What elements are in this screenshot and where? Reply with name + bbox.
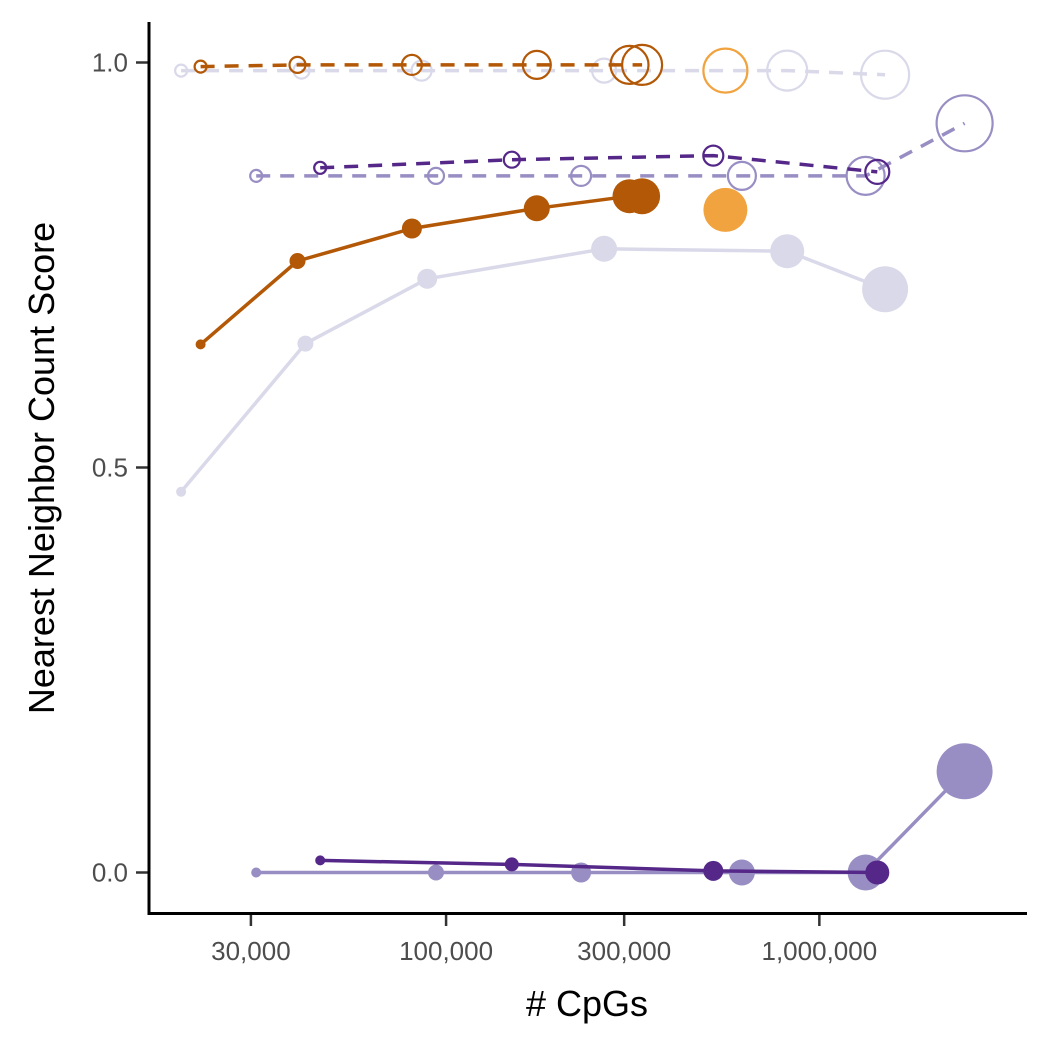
series-line: [320, 153, 878, 174]
data-point: [703, 187, 748, 232]
data-point: [726, 160, 758, 191]
data-point: [400, 53, 423, 77]
data-point: [864, 158, 891, 185]
x-tick-label: 300,000: [577, 936, 671, 966]
data-point: [523, 195, 550, 222]
data-point: [862, 266, 909, 313]
data-point: [935, 94, 994, 153]
data-point: [620, 43, 664, 87]
data-point: [313, 160, 328, 175]
ticks-layer: 30,000 100,000 300,000 1,000,000 0.0 0.5 1.0: [92, 48, 877, 967]
series-line: [256, 770, 966, 875]
data-point: [845, 155, 886, 196]
data-point: [502, 150, 521, 169]
series-3: [249, 94, 994, 196]
series-line: [179, 247, 886, 493]
series-6: [195, 178, 661, 350]
data-point: [401, 218, 422, 239]
data-point: [591, 235, 618, 262]
series-2: [702, 47, 749, 94]
data-point: [195, 339, 206, 350]
axes-layer: [147, 22, 1027, 915]
data-point: [174, 63, 189, 78]
data-point: [766, 49, 809, 92]
data-point: [702, 47, 749, 94]
y-tick-label: 0.0: [92, 858, 128, 888]
data-point: [590, 57, 618, 84]
data-point: [176, 486, 187, 497]
x-tick-label: 30,000: [211, 936, 291, 966]
y-tick-label: 0.5: [92, 453, 128, 483]
y-tick-label: 1.0: [92, 48, 128, 78]
data-point: [521, 49, 552, 81]
data-point: [624, 178, 661, 215]
series-layer: [174, 43, 994, 891]
series-4: [313, 144, 891, 185]
data-point: [936, 743, 993, 800]
series-1: [193, 43, 664, 87]
data-point: [569, 164, 593, 187]
series-line: [320, 858, 878, 875]
data-point: [315, 855, 326, 866]
x-tick-label: 1,000,000: [762, 936, 878, 966]
series-line: [200, 63, 643, 69]
series-5: [176, 234, 909, 497]
data-point: [297, 335, 314, 352]
data-point: [428, 864, 444, 881]
series-line: [181, 68, 886, 77]
data-point: [193, 59, 208, 74]
data-point: [770, 234, 805, 269]
data-point: [417, 268, 438, 289]
data-point: [859, 49, 911, 100]
series-7: [703, 187, 748, 232]
data-point: [609, 44, 650, 86]
data-point: [865, 860, 890, 885]
series-line: [256, 121, 966, 178]
series-9: [315, 855, 890, 885]
data-point: [703, 860, 724, 881]
data-point: [702, 144, 725, 167]
series-0: [174, 49, 911, 100]
data-point: [504, 857, 519, 872]
x-axis-title: # CpGs: [526, 983, 648, 1024]
x-tick-label: 100,000: [399, 936, 493, 966]
data-point: [289, 253, 306, 269]
data-point: [251, 867, 262, 878]
data-point: [426, 166, 446, 185]
y-axis-title: Nearest Neighbor Count Score: [21, 222, 62, 714]
series-line: [199, 194, 643, 346]
data-point: [249, 168, 264, 183]
data-point: [288, 55, 307, 75]
